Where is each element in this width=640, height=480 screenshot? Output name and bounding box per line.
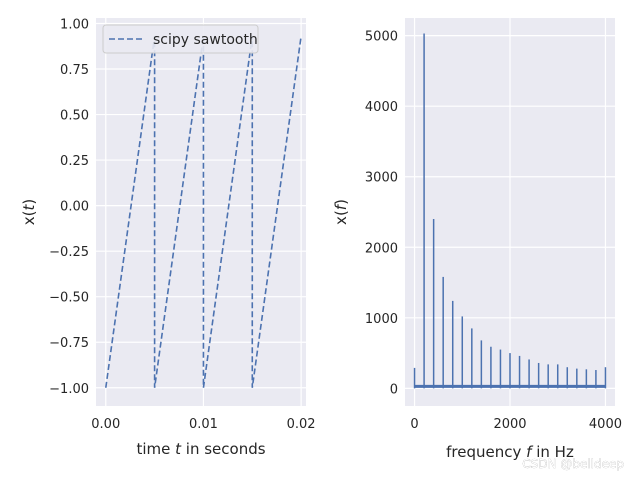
legend: scipy sawtooth <box>102 24 259 54</box>
y-tick-label: 0.75 <box>60 63 89 78</box>
time-plot-series <box>104 36 302 388</box>
y-tick-label: 0 <box>390 382 398 397</box>
time-plot-x-axis-label: time t in seconds <box>136 440 265 458</box>
y-tick-label: 0.00 <box>60 200 89 215</box>
x-tick-label: 2000 <box>493 417 526 432</box>
time-plot-tick-labels: 0.00 0.01 0.02 1.00 0.75 0.50 0.25 0.00 −0.25 −0.… <box>49 17 315 432</box>
x-tick-label: 0.01 <box>189 417 218 432</box>
x-tick-label: 4000 <box>589 417 622 432</box>
y-tick-label: 4000 <box>365 100 398 115</box>
y-tick-label: −0.50 <box>49 291 89 306</box>
watermark: CSDN @belldeep <box>522 457 624 471</box>
y-tick-label: 3000 <box>365 171 398 186</box>
frequency-plot-series <box>413 33 607 389</box>
y-tick-label: 0.50 <box>60 109 89 124</box>
frequency-plot-tick-labels: 0 2000 4000 0 1000 2000 3000 4000 5000 <box>365 30 622 432</box>
legend-label: scipy sawtooth <box>153 32 258 48</box>
y-tick-label: 1000 <box>365 312 398 327</box>
sawtooth-series-line <box>104 36 302 388</box>
time-domain-plot: 0.00 0.01 0.02 1.00 0.75 0.50 0.25 0.00 −0.25 −0.… <box>20 17 316 458</box>
time-plot-background <box>96 18 306 406</box>
y-tick-label: −0.25 <box>49 245 89 260</box>
y-tick-label: 0.25 <box>60 154 89 169</box>
frequency-domain-plot: 0 2000 4000 0 1000 2000 3000 4000 5000 frequency… <box>332 18 622 461</box>
legend-box <box>102 24 259 54</box>
frequency-plot-grid <box>405 18 615 406</box>
time-plot-y-axis-label: x(t) <box>20 199 38 225</box>
x-tick-label: 0 <box>410 417 418 432</box>
x-tick-label: 0.00 <box>91 417 120 432</box>
y-tick-label: 2000 <box>365 241 398 256</box>
frequency-plot-y-axis-label: x(f) <box>332 199 350 225</box>
x-tick-label: 0.02 <box>287 417 316 432</box>
y-tick-label: −1.00 <box>49 382 89 397</box>
y-tick-label: −0.75 <box>49 336 89 351</box>
y-tick-label: 1.00 <box>60 17 89 32</box>
frequency-plot-x-axis-label: frequency f in Hz <box>446 443 574 461</box>
y-tick-label: 5000 <box>365 30 398 45</box>
